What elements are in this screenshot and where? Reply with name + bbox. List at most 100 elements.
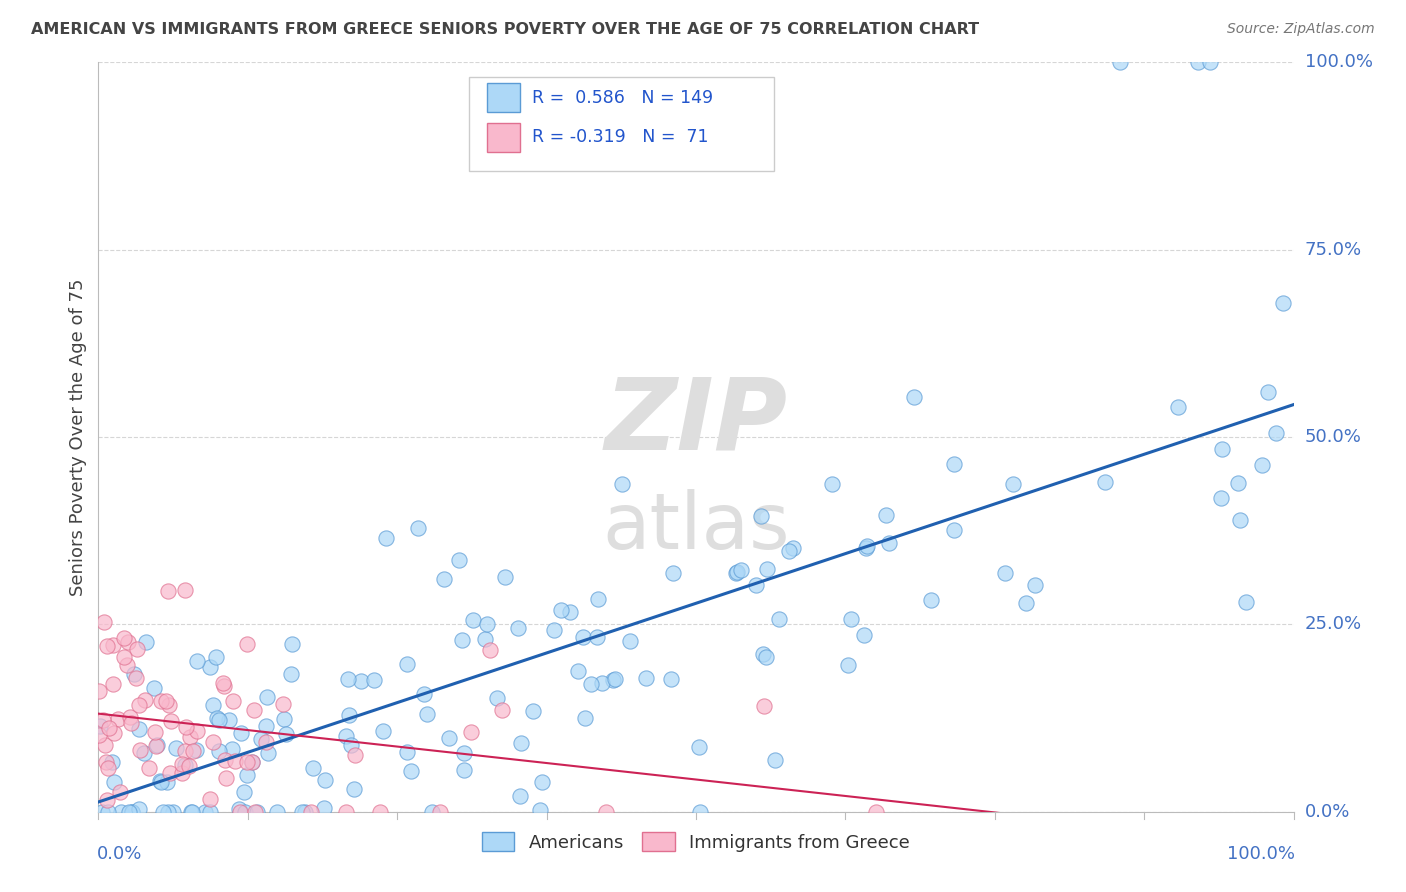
Point <box>610 477 633 491</box>
Point <box>1226 476 1249 491</box>
Point <box>112 631 135 645</box>
Point <box>117 634 139 648</box>
Point <box>157 584 180 599</box>
Point <box>1250 458 1272 472</box>
Point <box>208 713 231 727</box>
Point <box>1209 491 1232 506</box>
Point <box>486 691 509 706</box>
Point <box>266 805 288 819</box>
Point <box>129 742 152 756</box>
Point <box>619 633 641 648</box>
Point <box>453 764 475 778</box>
Point <box>235 637 257 651</box>
Text: 50.0%: 50.0% <box>1305 428 1361 446</box>
Point <box>508 621 530 635</box>
Point <box>103 775 125 789</box>
Point <box>214 753 236 767</box>
Point <box>103 725 125 739</box>
Point <box>337 708 360 723</box>
Point <box>453 747 475 761</box>
Point <box>865 805 887 819</box>
Point <box>875 508 897 522</box>
Point <box>162 805 184 819</box>
Point <box>1167 400 1189 414</box>
Point <box>101 677 124 691</box>
Point <box>363 673 385 687</box>
Point <box>413 687 436 701</box>
Point <box>339 738 361 752</box>
Point <box>110 805 132 819</box>
Point <box>337 673 360 687</box>
Point <box>368 805 391 819</box>
Point <box>120 716 142 731</box>
Text: 0.0%: 0.0% <box>97 846 142 863</box>
Point <box>433 572 456 586</box>
Point <box>460 725 482 739</box>
Point <box>181 744 204 758</box>
Point <box>1229 513 1251 527</box>
Point <box>94 738 117 752</box>
Point <box>170 766 193 780</box>
Point <box>128 722 150 736</box>
Point <box>149 694 172 708</box>
Point <box>543 623 565 637</box>
Text: AMERICAN VS IMMIGRANTS FROM GREECE SENIORS POVERTY OVER THE AGE OF 75 CORRELATIO: AMERICAN VS IMMIGRANTS FROM GREECE SENIO… <box>31 22 979 37</box>
Text: Source: ZipAtlas.com: Source: ZipAtlas.com <box>1227 22 1375 37</box>
Point <box>474 632 496 647</box>
Point <box>245 805 267 819</box>
Point <box>143 681 166 695</box>
Point <box>725 565 748 579</box>
Point <box>134 693 156 707</box>
Point <box>180 805 202 819</box>
Point <box>603 672 626 686</box>
Point <box>257 747 280 761</box>
Point <box>174 757 197 772</box>
Point <box>233 785 256 799</box>
Point <box>461 613 484 627</box>
Point <box>837 657 859 672</box>
Point <box>170 756 193 771</box>
Point <box>229 805 252 819</box>
Point <box>782 541 804 556</box>
Point <box>751 647 773 661</box>
Point <box>302 761 325 775</box>
Point <box>242 702 264 716</box>
Point <box>250 732 273 747</box>
Point <box>186 655 208 669</box>
Point <box>745 577 768 591</box>
Point <box>273 712 295 726</box>
Point <box>335 805 357 819</box>
Point <box>157 698 180 712</box>
Point <box>1234 595 1257 609</box>
Point <box>132 746 155 760</box>
Point <box>150 775 173 789</box>
Point <box>273 697 295 711</box>
Point <box>509 736 531 750</box>
Point <box>128 802 150 816</box>
Point <box>399 764 422 778</box>
Point <box>125 671 148 685</box>
Point <box>176 720 198 734</box>
Point <box>755 650 778 665</box>
Point <box>235 768 257 782</box>
Point <box>586 630 609 644</box>
Point <box>186 724 208 739</box>
Point <box>1015 596 1038 610</box>
Point <box>159 765 181 780</box>
Point <box>156 775 179 789</box>
Point <box>530 775 553 789</box>
Point <box>94 756 117 770</box>
Point <box>567 664 589 678</box>
Point <box>107 712 129 726</box>
Point <box>135 635 157 649</box>
Point <box>87 728 110 742</box>
Point <box>124 667 146 681</box>
Point <box>420 805 443 819</box>
Point <box>588 591 610 606</box>
Point <box>242 755 264 769</box>
Point <box>118 805 141 819</box>
Point <box>942 523 965 537</box>
Point <box>749 508 772 523</box>
Point <box>877 536 900 550</box>
Point <box>152 805 174 819</box>
